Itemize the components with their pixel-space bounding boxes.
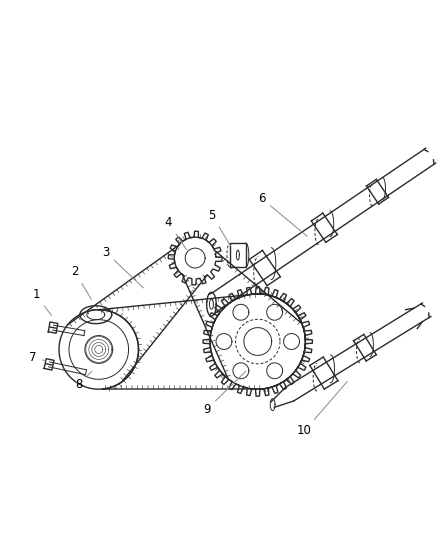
- Text: 2: 2: [71, 265, 92, 300]
- Bar: [230, 243, 246, 267]
- Text: 7: 7: [29, 351, 46, 364]
- Text: 3: 3: [102, 246, 144, 288]
- Text: 6: 6: [258, 192, 307, 237]
- Text: 1: 1: [32, 288, 51, 316]
- Text: 4: 4: [165, 216, 187, 250]
- Text: 8: 8: [75, 372, 92, 391]
- Text: 5: 5: [208, 209, 230, 246]
- Text: 10: 10: [297, 382, 347, 438]
- Text: 9: 9: [203, 372, 246, 416]
